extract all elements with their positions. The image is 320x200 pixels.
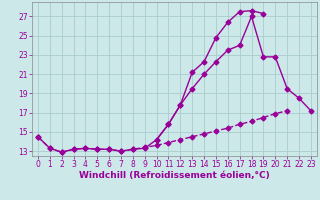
X-axis label: Windchill (Refroidissement éolien,°C): Windchill (Refroidissement éolien,°C) <box>79 171 270 180</box>
